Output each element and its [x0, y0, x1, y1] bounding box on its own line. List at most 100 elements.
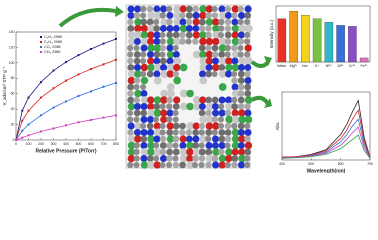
atom — [238, 135, 246, 143]
marker — [102, 63, 105, 66]
atom — [127, 135, 136, 143]
atom — [166, 129, 174, 136]
atom — [179, 148, 188, 156]
y-tick-label: 100 — [9, 61, 15, 65]
atom — [218, 11, 227, 20]
atom — [127, 161, 134, 169]
atom — [199, 63, 208, 72]
atom — [231, 115, 240, 124]
atom — [140, 135, 148, 143]
atom — [225, 154, 233, 163]
atom — [153, 155, 160, 162]
atom — [166, 103, 173, 110]
atom — [185, 25, 193, 32]
atom — [231, 12, 238, 19]
atom — [166, 50, 175, 59]
atom — [238, 57, 247, 65]
atom — [173, 76, 181, 85]
atom — [211, 57, 219, 65]
atom — [198, 129, 205, 136]
atom — [172, 148, 180, 156]
atom — [179, 24, 188, 33]
atom — [140, 116, 148, 123]
x-tick-label: 300 — [51, 142, 57, 146]
legend-marker — [40, 46, 42, 48]
marker — [102, 85, 105, 88]
atom — [211, 12, 219, 19]
atom — [127, 129, 134, 136]
atom — [140, 51, 147, 58]
atom — [192, 5, 199, 13]
atom — [205, 44, 212, 52]
atom — [218, 37, 227, 46]
atom — [218, 70, 227, 78]
atom — [172, 31, 180, 39]
atom — [238, 115, 247, 124]
atom — [166, 5, 173, 13]
atom — [159, 122, 166, 130]
series-line — [15, 82, 117, 141]
x-tick-label: 700 — [101, 142, 107, 146]
atom — [140, 57, 147, 65]
legend-label: C₂H₂ 298K — [44, 35, 63, 39]
atom — [237, 44, 244, 52]
atom — [237, 161, 245, 169]
atom — [140, 109, 148, 117]
atom — [224, 51, 231, 58]
atom — [231, 70, 238, 78]
marker — [21, 109, 24, 112]
atom — [153, 148, 162, 156]
atom — [225, 63, 233, 72]
atom — [134, 102, 142, 111]
atom — [159, 38, 166, 45]
atom — [244, 24, 253, 33]
atom — [147, 128, 155, 137]
atom — [147, 102, 155, 111]
atom — [218, 25, 225, 32]
series-line — [15, 59, 117, 141]
atom — [218, 57, 227, 65]
atom — [166, 18, 173, 26]
x-tick-label: 600 — [88, 142, 94, 146]
marker — [90, 90, 92, 93]
atom — [231, 89, 240, 98]
atom — [211, 44, 219, 52]
atom — [205, 142, 213, 149]
atom — [160, 18, 169, 26]
atom — [127, 102, 136, 111]
x-tick-label: Ni²⁺ — [326, 64, 333, 68]
atom — [153, 135, 161, 143]
y-tick-label: 40 — [11, 107, 15, 111]
atom — [237, 129, 245, 136]
atom — [127, 122, 135, 130]
atom — [211, 103, 219, 110]
atom — [224, 122, 232, 130]
atom — [140, 63, 149, 72]
atom — [153, 70, 161, 78]
atom — [140, 102, 148, 111]
atom — [127, 148, 136, 156]
x-tick-label: 0 — [15, 142, 17, 146]
atom — [231, 77, 238, 84]
atom — [160, 70, 169, 78]
atom — [211, 70, 218, 78]
atom — [133, 57, 141, 65]
atom — [218, 5, 226, 13]
atom — [237, 18, 244, 26]
atom — [127, 141, 136, 150]
atom — [133, 96, 140, 104]
atom — [231, 141, 240, 150]
atom — [244, 44, 252, 52]
x-tick-label: 500 — [308, 162, 314, 166]
atom — [244, 12, 251, 19]
marker — [65, 79, 67, 82]
atom — [147, 37, 155, 46]
atom — [146, 70, 154, 78]
marker — [21, 119, 24, 122]
marker — [40, 130, 42, 133]
atom — [185, 38, 192, 45]
atom — [185, 5, 193, 13]
atom — [166, 96, 173, 104]
atom — [166, 109, 174, 117]
marker — [102, 42, 105, 45]
